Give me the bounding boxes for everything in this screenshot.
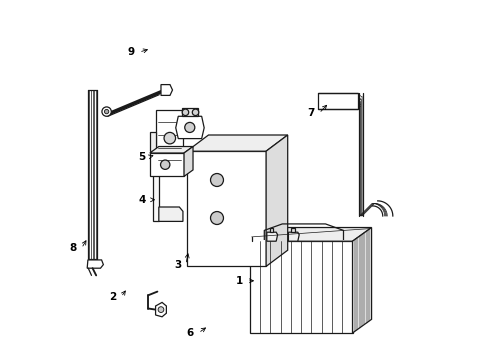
Circle shape xyxy=(102,107,111,116)
Circle shape xyxy=(210,174,223,186)
Polygon shape xyxy=(291,228,294,232)
Polygon shape xyxy=(186,151,265,266)
Circle shape xyxy=(104,109,108,114)
Polygon shape xyxy=(186,135,287,151)
Polygon shape xyxy=(352,228,371,333)
Polygon shape xyxy=(155,302,166,317)
Circle shape xyxy=(210,212,223,225)
Polygon shape xyxy=(153,158,159,221)
Text: 9: 9 xyxy=(127,47,134,57)
Polygon shape xyxy=(265,135,287,266)
Polygon shape xyxy=(87,260,103,268)
Text: 2: 2 xyxy=(109,292,117,302)
Polygon shape xyxy=(161,85,172,95)
Polygon shape xyxy=(149,132,156,151)
Text: 8: 8 xyxy=(70,243,77,253)
Polygon shape xyxy=(156,110,183,173)
Text: 7: 7 xyxy=(306,108,314,118)
Circle shape xyxy=(182,109,188,116)
Polygon shape xyxy=(183,147,193,176)
Polygon shape xyxy=(249,228,371,241)
Polygon shape xyxy=(149,147,193,153)
Circle shape xyxy=(163,132,175,144)
Polygon shape xyxy=(182,108,198,116)
Polygon shape xyxy=(269,228,273,232)
Text: 3: 3 xyxy=(174,260,181,270)
Circle shape xyxy=(192,109,199,116)
Text: 1: 1 xyxy=(235,276,242,286)
Text: 4: 4 xyxy=(138,195,145,205)
Text: 5: 5 xyxy=(138,152,145,162)
Text: 6: 6 xyxy=(186,328,194,338)
Polygon shape xyxy=(288,232,299,241)
Polygon shape xyxy=(149,153,183,176)
Polygon shape xyxy=(318,93,357,109)
Polygon shape xyxy=(266,232,277,241)
Polygon shape xyxy=(159,207,183,221)
Polygon shape xyxy=(249,241,352,333)
Circle shape xyxy=(184,122,194,132)
Circle shape xyxy=(160,160,169,170)
Polygon shape xyxy=(175,116,204,139)
Circle shape xyxy=(158,307,163,312)
